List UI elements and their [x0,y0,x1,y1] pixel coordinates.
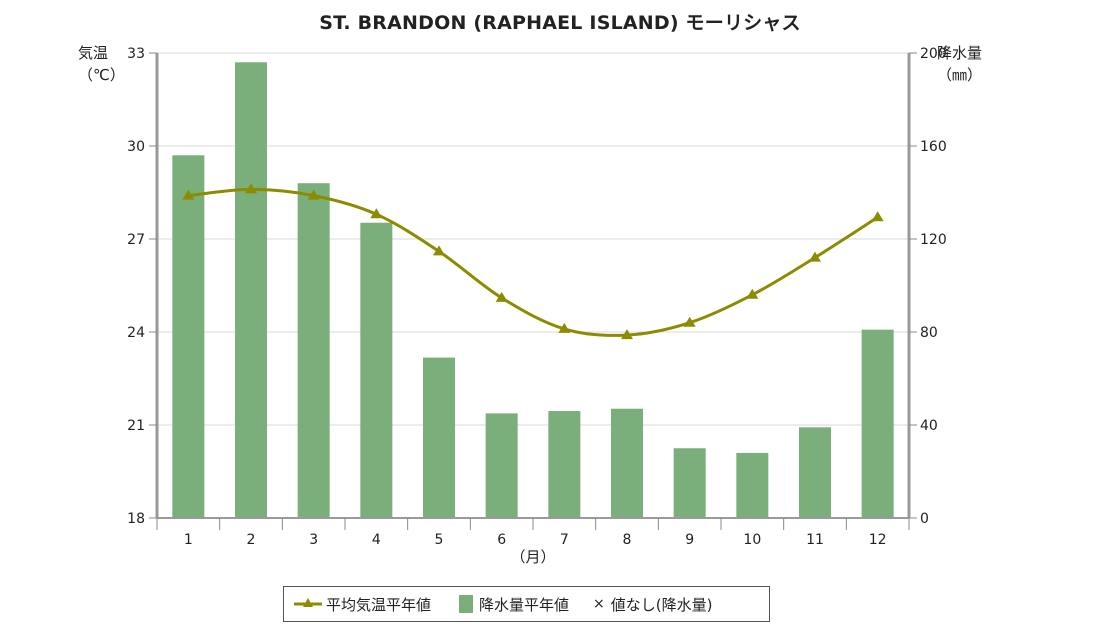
temperature-point [370,208,383,219]
precip-bar [297,183,330,518]
legend-item-missing: × 値なし(降水量) [579,594,712,615]
left-tick-label: 30 [127,139,145,155]
legend-item-temperature: 平均気温平年値 [294,594,431,615]
precip-bar [360,222,393,518]
precip-bar [799,427,831,518]
temperature-line [188,187,879,337]
right-tick-label: 120 [920,232,947,248]
x-tick-label: 12 [869,532,887,548]
x-tick-label: 11 [806,532,824,548]
temperature-point [245,183,257,194]
left-axis-label-line1: 気温 [78,44,109,62]
right-axis-label-line2: （㎜） [937,66,983,84]
left-axis-label-line2: （℃） [78,66,125,84]
left-axis-label: 気温 （℃） [78,42,125,86]
legend-label-precipitation: 降水量平年値 [479,595,570,614]
legend-item-precipitation: 降水量平年値 [441,594,569,615]
chart-title: ST. BRANDON (RAPHAEL ISLAND) モーリシャス [319,12,801,34]
left-tick-label: 33 [127,46,145,62]
legend: 平均気温平年値 降水量平年値 × 値なし(降水量) [283,586,770,622]
precip-bar [736,452,769,518]
right-tick-label: 40 [920,418,938,434]
x-tick-label: 2 [247,532,256,548]
legend-line-swatch [294,598,322,607]
precip-bar [611,408,643,518]
legend-label-temperature: 平均気温平年値 [326,595,432,614]
x-tick-label: 5 [435,532,444,548]
temperature-point [307,189,320,200]
precip-bar [235,62,267,519]
right-axis-label: 降水量 （㎜） [937,42,982,86]
temperature-point [871,211,884,222]
temperature-point [558,322,571,333]
precip-bar [172,155,205,519]
right-tick-label: 0 [920,511,929,527]
legend-label-missing: 値なし(降水量) [610,595,713,614]
x-tick-label: 9 [685,532,694,548]
right-tick-label: 160 [920,139,947,155]
temperature-point [621,329,633,340]
temperature-point [683,316,696,327]
temperature-point [182,189,195,200]
left-tick-label: 18 [127,511,145,527]
left-tick-label: 27 [127,232,145,248]
left-tick-label: 24 [127,325,145,341]
x-tick-label: 10 [743,532,761,548]
precip-bar [485,413,518,518]
x-tick-label: 6 [497,532,506,548]
right-tick-label: 80 [920,325,938,341]
temperature-point [433,245,445,256]
temperature-point [746,288,759,299]
legend-missing-marker: × [593,596,605,612]
legend-bar-swatch [459,595,474,613]
temperature-point [495,291,508,302]
x-tick-label: 4 [372,532,381,548]
right-axis-label-line1: 降水量 [937,44,983,62]
right-tick-label: 200 [920,46,947,62]
precip-bar [423,357,455,518]
x-tick-label: 1 [184,532,193,548]
precip-bar [673,448,706,518]
left-tick-label: 21 [127,418,145,434]
precip-bar [548,411,581,518]
precip-bar [861,329,894,518]
x-tick-label: 7 [560,532,569,548]
x-tick-label: 3 [309,532,318,548]
x-tick-label: 8 [623,532,632,548]
temperature-point [809,251,821,262]
x-axis-label: （月） [510,548,555,566]
